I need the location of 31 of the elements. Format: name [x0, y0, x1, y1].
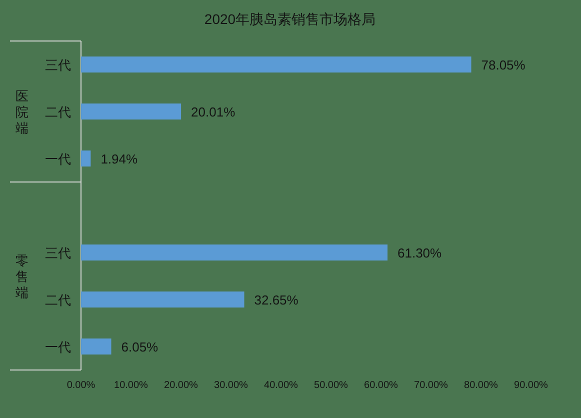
- y-tick-label: 一代: [45, 152, 71, 166]
- y-tick-label: 二代: [45, 292, 71, 308]
- x-tick-label: 70.00%: [414, 380, 448, 391]
- data-label: 20.01%: [191, 104, 236, 120]
- data-label: 61.30%: [398, 246, 442, 260]
- y-tick-label: 一代: [45, 340, 71, 354]
- y-tick-label: 三代: [45, 246, 71, 260]
- chart-title: 2020年胰岛素销售市场格局: [204, 11, 376, 27]
- data-label: 32.65%: [254, 292, 299, 308]
- x-tick-label: 90.00%: [514, 380, 548, 391]
- x-tick-label: 10.00%: [114, 380, 148, 391]
- x-tick-label: 50.00%: [314, 380, 348, 391]
- x-tick-label: 0.00%: [66, 380, 96, 391]
- x-tick-label: 40.00%: [264, 380, 298, 391]
- bar: [81, 104, 182, 120]
- x-tick-label: 30.00%: [214, 380, 248, 391]
- y-tick-label: 二代: [45, 104, 71, 120]
- data-label: 78.05%: [481, 58, 526, 72]
- y-tick-label: 三代: [45, 58, 71, 72]
- bar: [81, 150, 91, 166]
- bar: [81, 56, 472, 72]
- x-tick-label: 60.00%: [364, 380, 398, 391]
- x-tick-label: 20.00%: [164, 380, 198, 391]
- bar: [81, 292, 244, 308]
- data-label: 1.94%: [100, 152, 138, 166]
- x-tick-label: 80.00%: [464, 380, 498, 391]
- bar: [81, 338, 112, 354]
- data-label: 6.05%: [121, 340, 159, 354]
- bar: [81, 244, 388, 260]
- text: 医院端: [16, 88, 28, 136]
- text: 零售端: [16, 253, 28, 300]
